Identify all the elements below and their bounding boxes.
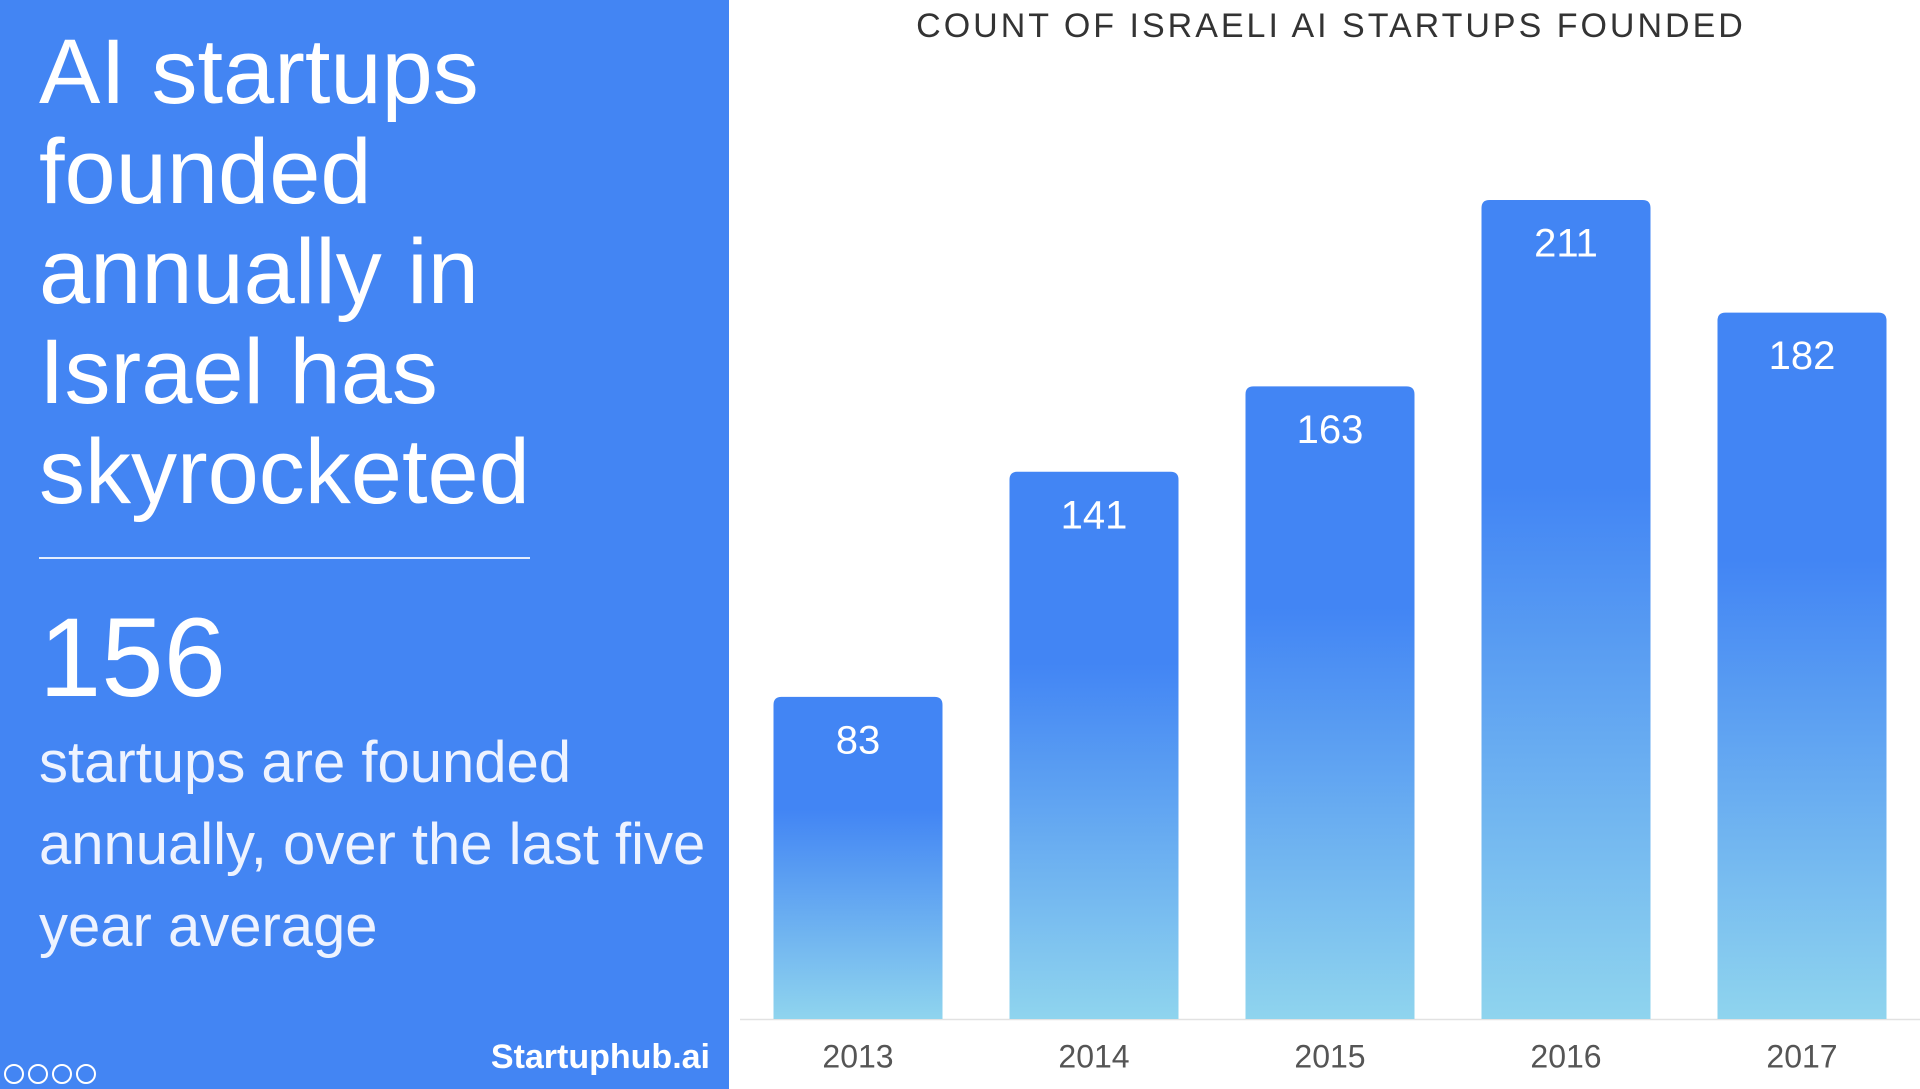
bar xyxy=(773,696,943,1019)
value-label: 141 xyxy=(1061,493,1128,537)
side-panel: AI startups founded annually in Israel h… xyxy=(0,0,729,1089)
bar xyxy=(1245,386,1415,1019)
value-label: 163 xyxy=(1297,408,1364,452)
value-label: 211 xyxy=(1534,222,1598,266)
chart-title: COUNT OF ISRAELI AI STARTUPS FOUNDED xyxy=(916,7,1746,45)
value-label: 182 xyxy=(1769,334,1836,378)
bar xyxy=(1717,312,1887,1020)
divider xyxy=(39,557,530,559)
bar xyxy=(1481,200,1651,1019)
license-icons xyxy=(4,1064,96,1084)
x-tick-label: 2015 xyxy=(1294,1038,1365,1074)
x-tick-label: 2017 xyxy=(1766,1038,1837,1074)
x-tick-label: 2014 xyxy=(1058,1038,1129,1074)
x-tick-label: 2016 xyxy=(1530,1038,1601,1074)
headline: AI startups founded annually in Israel h… xyxy=(39,21,530,523)
brand: Startuphub.ai xyxy=(490,1038,710,1076)
stat-text: startups are founded annually, over the … xyxy=(39,730,706,959)
stat-number: 156 xyxy=(39,595,226,720)
value-label: 83 xyxy=(836,718,881,762)
x-tick-label: 2013 xyxy=(822,1038,893,1074)
bar xyxy=(1009,471,1179,1019)
